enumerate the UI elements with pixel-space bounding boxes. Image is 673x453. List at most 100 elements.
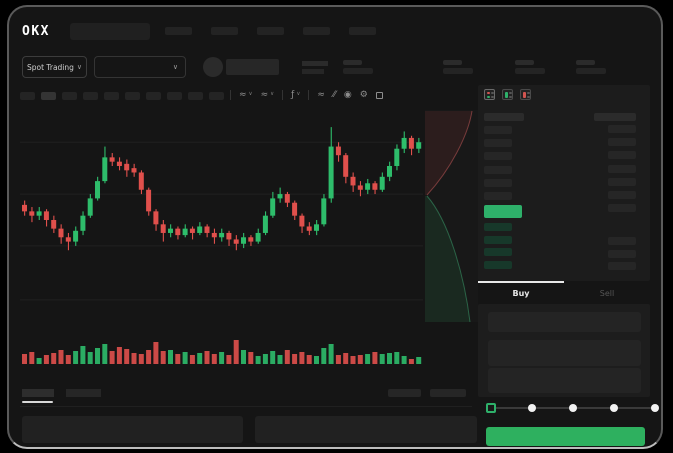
volume-bar: [226, 355, 232, 364]
market-type-label: Spot Trading: [26, 62, 74, 72]
slider-step-dot[interactable]: [651, 404, 659, 412]
tab-buy[interactable]: Buy: [478, 281, 564, 305]
timeframe-button-placeholder[interactable]: [146, 92, 161, 100]
candle-wick: [192, 226, 194, 240]
timeframe-button-placeholder[interactable]: [41, 92, 56, 100]
compare-icon[interactable]: ≈ ∨: [261, 90, 275, 100]
volume-bar: [189, 355, 195, 364]
settings-icon: ⚙: [359, 89, 368, 100]
volume-bar: [102, 344, 108, 364]
tab-buy-label: Buy: [512, 288, 530, 298]
order-book-bid-row: [484, 223, 512, 231]
order-input-placeholder[interactable]: [488, 368, 641, 393]
timeframe-button-placeholder[interactable]: [20, 92, 35, 100]
toolbar-separator: [282, 90, 284, 100]
fullscreen-icon: [375, 91, 383, 99]
volume-bar: [394, 352, 400, 364]
bottom-tab-open-orders[interactable]: [22, 389, 54, 397]
settings-icon[interactable]: ⚙: [359, 89, 368, 100]
bottom-filter-placeholder[interactable]: [430, 389, 466, 397]
candle-body: [321, 198, 327, 225]
nav-item-placeholder[interactable]: [211, 27, 238, 35]
timeframe-button-placeholder[interactable]: [125, 92, 140, 100]
timeframe-buttons: [20, 92, 224, 100]
fx-indicator-icon[interactable]: ƒ ∨: [291, 90, 301, 100]
search-bar-placeholder[interactable]: [70, 23, 150, 40]
order-book-row-placeholder: [608, 164, 636, 173]
bottom-active-tab-underline: [22, 401, 53, 403]
line-style-icon[interactable]: ≈: [317, 90, 325, 100]
coin-avatar: [203, 57, 223, 77]
volume-bar: [58, 350, 64, 364]
nav-item-placeholder[interactable]: [165, 27, 192, 35]
bottom-filter-placeholder[interactable]: [388, 389, 421, 397]
volume-bar: [29, 352, 35, 364]
volume-bar: [292, 354, 298, 364]
tab-sell[interactable]: Sell: [564, 281, 650, 305]
chevron-down-icon: ∨: [296, 91, 301, 98]
buy-submit-button[interactable]: [486, 427, 645, 446]
candle-body: [306, 226, 312, 231]
change-placeholder-bottom: [302, 69, 324, 74]
bottom-tab-history[interactable]: [66, 389, 101, 397]
chart-tool-icons: ≈ ∨ ≈ ∨ ƒ ∨ ≈ ⁄⁄ ◉ ⚙: [230, 88, 383, 102]
slider-step-dot[interactable]: [528, 404, 536, 412]
timeframe-button-placeholder[interactable]: [83, 92, 98, 100]
volume-bar: [241, 350, 246, 364]
volume-bar: [146, 350, 152, 364]
nav-item-placeholder[interactable]: [303, 27, 330, 35]
toolbar-separator: [230, 90, 231, 100]
slider-handle-active[interactable]: [486, 403, 496, 413]
snapshot-icon[interactable]: ◉: [343, 89, 352, 100]
candle-body: [416, 142, 422, 149]
orders-table-placeholder: [255, 416, 477, 443]
order-book-row-placeholder: [608, 262, 636, 271]
book-bids-view-icon[interactable]: [502, 89, 513, 100]
okx-logo[interactable]: OKX: [22, 24, 50, 39]
order-book-row-placeholder: [608, 237, 636, 245]
order-book-row-placeholder: [484, 165, 512, 174]
depth-bids-line: [426, 195, 471, 323]
slider-step-dot[interactable]: [610, 404, 618, 412]
chevron-down-icon: ∨: [172, 62, 178, 71]
trade-tabs: Buy Sell: [478, 281, 650, 305]
depth-bids-area: [425, 196, 470, 322]
order-book-row-placeholder: [484, 126, 512, 134]
stat-label-placeholder: [443, 60, 462, 65]
book-asks-view-icon[interactable]: [520, 89, 531, 100]
volume-bar: [87, 352, 93, 364]
nav-item-placeholder[interactable]: [349, 27, 376, 35]
order-book-row-placeholder: [484, 192, 512, 200]
candle-body: [248, 237, 254, 242]
market-type-dropdown[interactable]: Spot Trading ∨: [22, 56, 87, 78]
volume-bar: [284, 350, 290, 364]
volume-bar: [160, 351, 166, 364]
drawing-tools-icon[interactable]: ⁄⁄: [333, 90, 336, 100]
timeframe-button-placeholder[interactable]: [104, 92, 119, 100]
fullscreen-icon[interactable]: [375, 91, 383, 99]
volume-bar: [343, 353, 349, 364]
volume-bar: [182, 352, 188, 364]
timeframe-button-placeholder[interactable]: [188, 92, 203, 100]
order-input-placeholder[interactable]: [488, 312, 641, 332]
price-chart[interactable]: [20, 108, 478, 370]
timeframe-button-placeholder[interactable]: [167, 92, 182, 100]
volume-bar: [328, 344, 334, 364]
snapshot-icon: ◉: [343, 89, 352, 100]
pair-select-dropdown[interactable]: ∨: [94, 56, 186, 78]
last-price-placeholder: [226, 59, 279, 75]
depth-asks-area: [425, 111, 472, 195]
stat-value-placeholder: [443, 68, 473, 74]
candle-body: [299, 215, 305, 227]
volume-bar: [335, 355, 341, 364]
nav-item-placeholder[interactable]: [257, 27, 284, 35]
book-combined-view-icon[interactable]: [484, 89, 495, 100]
order-input-placeholder[interactable]: [488, 340, 641, 366]
timeframe-button-placeholder[interactable]: [62, 92, 77, 100]
slider-step-dot[interactable]: [569, 404, 577, 412]
indicators-icon[interactable]: ≈ ∨: [239, 90, 253, 100]
timeframe-button-placeholder[interactable]: [209, 92, 224, 100]
candle-body: [394, 148, 400, 166]
candle-body: [22, 204, 27, 212]
candle-body: [408, 137, 414, 149]
